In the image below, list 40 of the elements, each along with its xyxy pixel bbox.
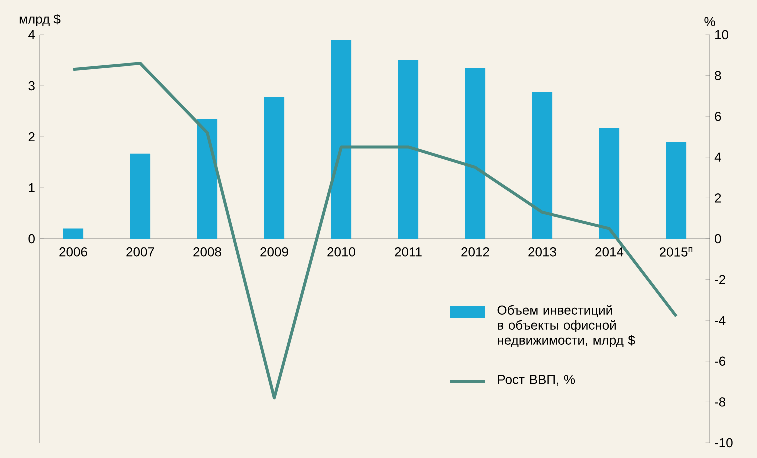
bar [197, 119, 218, 239]
y2-tick-label: -4 [715, 316, 726, 326]
bar [666, 142, 687, 239]
x-tick-label: 2012 [462, 248, 490, 257]
y2-tick-label: -8 [715, 398, 726, 407]
x-tick-label: 2010 [328, 248, 356, 257]
y2-tick-label: 6 [715, 112, 722, 122]
y2-axis-title: % [704, 17, 716, 26]
legend-label: Рост ВВП, % [498, 375, 576, 386]
y2-tick-label: 0 [715, 234, 722, 244]
bar [465, 68, 486, 239]
y-tick-label: 0 [28, 234, 35, 244]
y2-tick-label: -2 [715, 275, 726, 284]
x-tick-label: 2014 [596, 248, 624, 257]
y-axis-title: млрд $ [20, 14, 61, 26]
bar [264, 97, 285, 239]
y2-tick-label: 2 [715, 194, 722, 203]
x-tick-label: 2015$^{п}$ [660, 248, 693, 257]
y-tick-label: 4 [28, 30, 36, 40]
y-tick-label: 3 [28, 81, 35, 91]
bar [398, 60, 419, 239]
bar [331, 40, 352, 239]
bar [532, 92, 553, 239]
bar [130, 154, 151, 239]
bar [599, 128, 620, 239]
y2-tick-label: 10 [716, 30, 728, 40]
bar [63, 228, 84, 239]
y2-tick-label: 4 [714, 152, 722, 162]
y2-tick-label: 8 [715, 71, 722, 80]
y2-tick-label: -10 [715, 438, 733, 448]
y2-tick-label: -6 [715, 356, 726, 366]
x-tick-label: 2011 [395, 248, 422, 257]
x-tick-label: 2006 [60, 248, 88, 257]
x-tick-label: 2013 [528, 248, 556, 257]
y-tick-label: 1 [29, 184, 35, 192]
legend-label: Объем инвестиций в объекты офисной недвижимости, млрд $ [498, 305, 636, 348]
x-tick-label: 2009 [260, 248, 288, 257]
x-tick-label: 2008 [194, 248, 222, 257]
y-tick-label: 2 [28, 132, 35, 142]
x-tick-label: 2007 [126, 248, 154, 257]
